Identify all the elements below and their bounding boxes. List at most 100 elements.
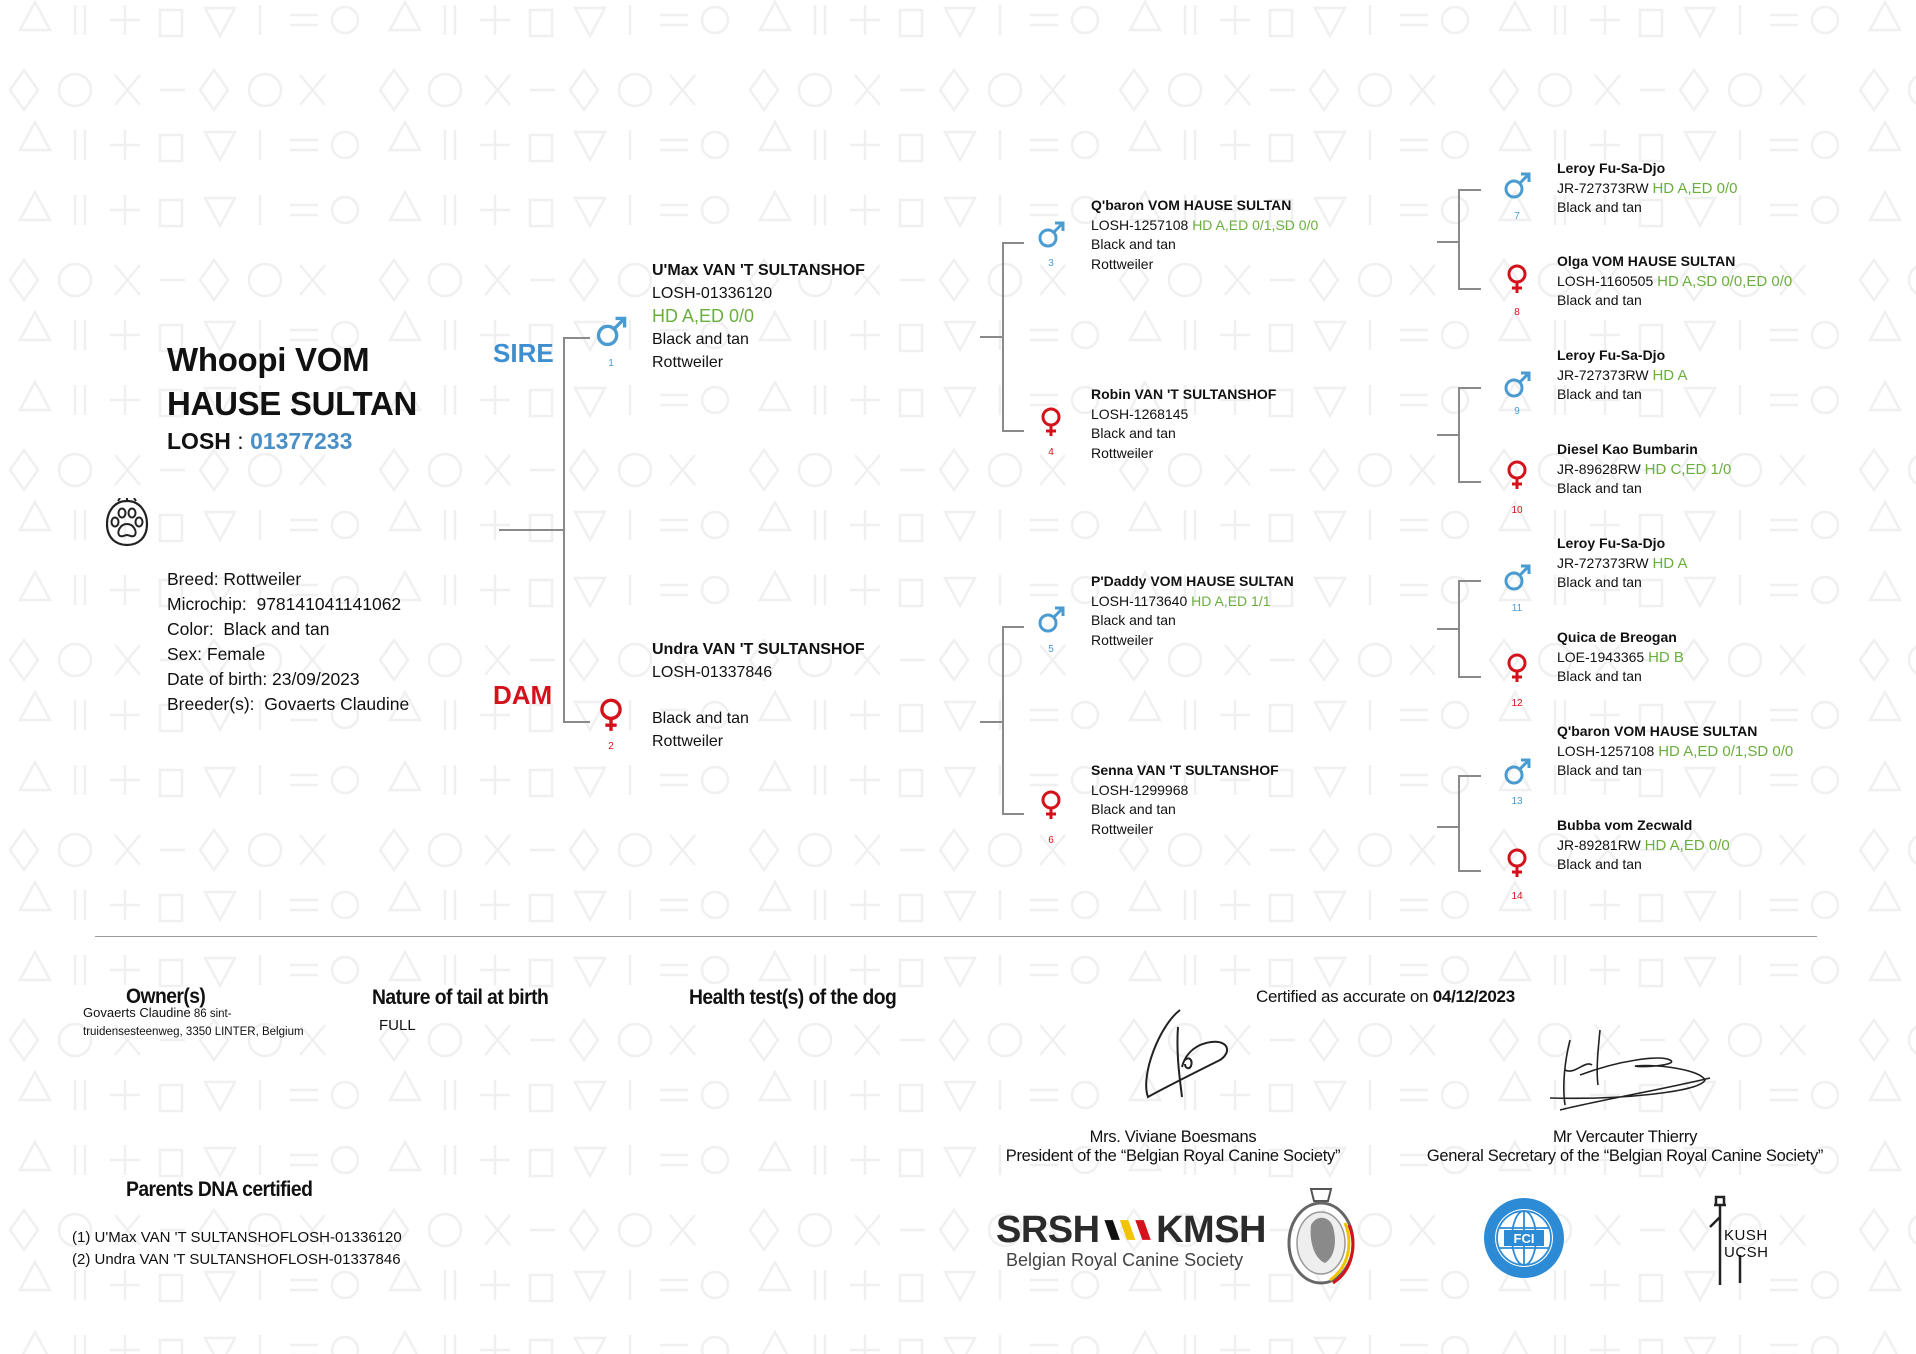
logo-fci: FCI bbox=[1514, 1231, 1535, 1246]
ancestor-number: 4 bbox=[1048, 447, 1054, 458]
signatory-role: President of the “Belgian Royal Canine S… bbox=[1005, 1147, 1341, 1165]
connector-line bbox=[1002, 430, 1024, 432]
ancestor-registration: JR-727373RW bbox=[1557, 366, 1649, 383]
info-date-of-birth: Date of birth: 23/09/2023 bbox=[167, 669, 360, 689]
ancestor-registration: JR-89281RW bbox=[1557, 836, 1641, 853]
ancestor-color: Black and tan bbox=[1557, 856, 1642, 872]
male-icon bbox=[1504, 172, 1531, 199]
losh-number: 01377233 bbox=[250, 428, 353, 454]
ancestor-number: 9 bbox=[1514, 406, 1520, 417]
losh-label: LOSH bbox=[167, 428, 231, 454]
ancestor-breed: Rottweiler bbox=[652, 733, 724, 750]
male-icon bbox=[1504, 371, 1531, 398]
logo-ucsh: UCSH bbox=[1724, 1244, 1769, 1261]
info-breed: Breed: Rottweiler bbox=[167, 569, 302, 589]
health-tests-heading: Health test(s) of the dog bbox=[689, 986, 897, 1009]
male-icon bbox=[1504, 564, 1531, 591]
connector-line bbox=[1002, 626, 1024, 628]
info-sex: Sex: Female bbox=[167, 644, 266, 664]
connector-line bbox=[1458, 676, 1481, 678]
ancestor-number: 14 bbox=[1511, 891, 1523, 902]
kush-ucsh-logo: KUSH UCSH bbox=[1700, 1195, 1790, 1285]
connector-line bbox=[1002, 626, 1004, 813]
male-icon bbox=[1038, 221, 1065, 248]
ancestor-number: 12 bbox=[1511, 698, 1523, 709]
dog-name: Whoopi VOM HAUSE SULTAN bbox=[167, 338, 417, 426]
tail-value: FULL bbox=[379, 1017, 416, 1034]
royal-seal-logo bbox=[1287, 1188, 1355, 1285]
ancestor-registration-row: JR-727373RW HD A bbox=[1557, 366, 1687, 386]
ancestor-breed: Rottweiler bbox=[652, 354, 724, 371]
owner-address-2: truidensesteenweg, 3350 LINTER, Belgium bbox=[83, 1026, 304, 1038]
ancestor-card: Olga VOM HAUSE SULTAN LOSH-1160505 HD A,S… bbox=[1557, 252, 1792, 311]
connector-line bbox=[1458, 387, 1481, 389]
ancestor-registration-row: JR-89281RW HD A,ED 0/0 bbox=[1557, 836, 1730, 856]
ancestor-card: U'Max VAN 'T SULTANSHOF LOSH-01336120 HD A… bbox=[652, 259, 865, 374]
ancestor-health: HD A bbox=[1652, 366, 1688, 384]
ancestor-health: HD B bbox=[1648, 648, 1684, 666]
ancestor-name: Leroy Fu-Sa-Djo bbox=[1557, 160, 1666, 176]
dog-losh: LOSH : 01377233 bbox=[167, 428, 352, 455]
connector-line bbox=[1458, 870, 1481, 872]
srsh-kmsh-logo: SRSH KMSH Belgian Royal Canine Society bbox=[996, 1210, 1266, 1271]
ancestor-registration-row: JR-727373RW HD A,ED 0/0 bbox=[1557, 179, 1738, 199]
ancestor-name: Bubba vom Zecwald bbox=[1557, 817, 1693, 833]
female-icon bbox=[1041, 790, 1061, 819]
dog-info: Breed: Rottweiler Microchip: 97814104114… bbox=[167, 567, 409, 717]
ancestor-health bbox=[652, 684, 865, 707]
kush-emblem-icon bbox=[1709, 1195, 1742, 1285]
connector-line bbox=[1458, 580, 1460, 676]
ancestor-health: HD A,ED 0/0 bbox=[652, 306, 755, 326]
signatory-secretary: Mr Vercauter Thierry General Secretary o… bbox=[1400, 1128, 1850, 1166]
ancestor-color: Black and tan bbox=[1557, 668, 1642, 684]
dna-heading: Parents DNA certified bbox=[126, 1178, 313, 1201]
ancestor-registration: JR-89628RW bbox=[1557, 460, 1641, 477]
ancestor-number: 10 bbox=[1511, 505, 1523, 516]
ancestor-registration-row: LOSH-1268145 bbox=[1091, 405, 1276, 425]
owner-heading: Owner(s) bbox=[126, 985, 206, 1008]
ancestor-name: Q'baron VOM HAUSE SULTAN bbox=[1557, 723, 1758, 739]
ancestor-health: HD A,SD 0/0,ED 0/0 bbox=[1657, 272, 1793, 290]
connector-line bbox=[1437, 241, 1458, 243]
ancestor-name: U'Max VAN 'T SULTANSHOF bbox=[652, 262, 865, 279]
losh-separator: : bbox=[230, 428, 251, 454]
ancestor-breed: Rottweiler bbox=[1091, 444, 1154, 461]
connector-line bbox=[1458, 580, 1481, 582]
connector-line bbox=[1458, 288, 1481, 290]
dna-line-sire: (1) U'Max VAN 'T SULTANSHOFLOSH-01336120 bbox=[72, 1229, 402, 1246]
ancestor-card: Q'baron VOM HAUSE SULTAN LOSH-1257108 HD … bbox=[1091, 196, 1318, 274]
male-icon bbox=[1038, 606, 1065, 633]
connector-line bbox=[1437, 826, 1458, 828]
ancestor-card: Quica de Breogan LOE-1943365 HD B Black an… bbox=[1557, 628, 1684, 687]
ancestor-color: Black and tan bbox=[1557, 386, 1642, 402]
ancestor-registration: LOSH-1257108 bbox=[1091, 216, 1189, 233]
connector-line bbox=[1458, 775, 1460, 870]
ancestor-health: HD A,ED 0/1,SD 0/0 bbox=[1192, 216, 1319, 233]
tail-heading: Nature of tail at birth bbox=[372, 986, 549, 1009]
connector-line bbox=[1458, 189, 1481, 191]
ancestor-registration-row: LOSH-1160505 HD A,SD 0/0,ED 0/0 bbox=[1557, 272, 1792, 292]
info-microchip: Microchip: 978141041141062 bbox=[167, 594, 402, 614]
connector-line bbox=[1458, 481, 1481, 483]
ancestor-registration: LOSH-01337846 bbox=[652, 664, 773, 681]
ancestor-card: Q'baron VOM HAUSE SULTAN LOSH-1257108 HD … bbox=[1557, 722, 1793, 781]
ancestor-color: Black and tan bbox=[1557, 480, 1642, 496]
connector-line bbox=[1002, 242, 1024, 244]
divider bbox=[95, 936, 1817, 937]
ancestor-registration: LOSH-01336120 bbox=[652, 285, 773, 302]
ancestor-color: Black and tan bbox=[1091, 801, 1176, 817]
female-icon bbox=[1507, 653, 1527, 682]
dna-line-dam: (2) Undra VAN 'T SULTANSHOFLOSH-01337846 bbox=[72, 1251, 401, 1268]
fci-logo: FCI bbox=[1484, 1198, 1564, 1278]
logo-kmsh: KMSH bbox=[1156, 1209, 1266, 1251]
ancestor-registration-row: LOSH-01336120 bbox=[652, 282, 865, 305]
ancestor-health: HD C,ED 1/0 bbox=[1644, 460, 1732, 478]
ancestor-number: 5 bbox=[1048, 644, 1054, 655]
ancestor-color: Black and tan bbox=[1091, 236, 1176, 252]
ancestor-name: Leroy Fu-Sa-Djo bbox=[1557, 535, 1666, 551]
ancestor-card: Leroy Fu-Sa-Djo JR-727373RW HD A,ED 0/0 Bl… bbox=[1557, 159, 1738, 218]
ancestor-health: HD A,ED 0/0 bbox=[1644, 836, 1730, 854]
ancestor-number: 6 bbox=[1048, 835, 1054, 846]
ancestor-card: Diesel Kao Bumbarin JR-89628RW HD C,ED 1/… bbox=[1557, 440, 1731, 499]
ancestor-color: Black and tan bbox=[652, 710, 749, 727]
